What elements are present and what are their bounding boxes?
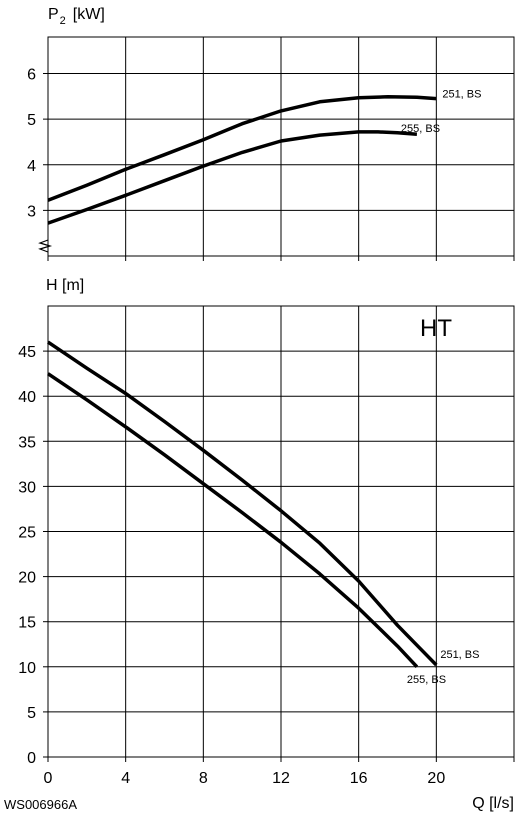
head-series-label-251-bs: 251, BS: [440, 649, 479, 661]
head-xtick-label: 8: [199, 770, 208, 787]
head-ytick-label: 35: [18, 434, 36, 451]
power-ytick-label: 6: [27, 67, 36, 84]
power-axis-symbol: P: [48, 6, 59, 23]
head-ytick-label: 20: [18, 570, 36, 587]
head-xtick-label: 16: [350, 770, 368, 787]
head-ytick-label: 5: [27, 705, 36, 722]
power-ytick-label: 3: [27, 203, 36, 220]
head-panel: 0 5 10 15 20 25 30 35 40 45 251, BS 255, BS 0 4 8 12 16 2…: [18, 305, 515, 787]
head-ytick-label: 10: [18, 660, 36, 677]
power-axis-unit: [kW]: [72, 6, 105, 23]
power-axis-label: P2 [kW]: [48, 6, 105, 28]
axis-break-mark: [38, 239, 53, 253]
head-xtick-label: 4: [121, 770, 130, 787]
power-series-line-251-bs: [47, 95, 437, 202]
head-ytick-label: 45: [18, 344, 36, 361]
head-series-line-255-bs: [47, 372, 419, 668]
power-series-line-255-bs: [47, 130, 418, 225]
head-xtick-label: 12: [272, 770, 290, 787]
head-ytick-label: 0: [27, 750, 36, 767]
head-xtick-label: 0: [44, 770, 53, 787]
head-series-line-251-bs: [47, 340, 438, 667]
head-ytick-label: 30: [18, 479, 36, 496]
head-xtick-label: 20: [427, 770, 445, 787]
power-axis-subscript: 2: [59, 15, 66, 27]
figure-id: WS006966A: [4, 797, 77, 812]
power-panel: 3 4 5 6 251, BS 255, BS: [27, 36, 515, 261]
head-axis-label: H [m]: [46, 277, 85, 294]
power-ytick-label: 4: [27, 158, 36, 175]
power-ytick-label: 5: [27, 112, 36, 129]
head-ytick-label: 40: [18, 389, 36, 406]
power-series-label-255-bs: 255, BS: [401, 123, 440, 135]
head-ytick-label: 15: [18, 615, 36, 632]
ht-annotation: HT: [420, 315, 452, 342]
power-series-label-251-bs: 251, BS: [442, 89, 481, 101]
head-series-label-255-bs: 255, BS: [407, 674, 446, 686]
flow-axis-label: Q [l/s]: [472, 795, 514, 812]
head-ytick-label: 25: [18, 525, 36, 542]
